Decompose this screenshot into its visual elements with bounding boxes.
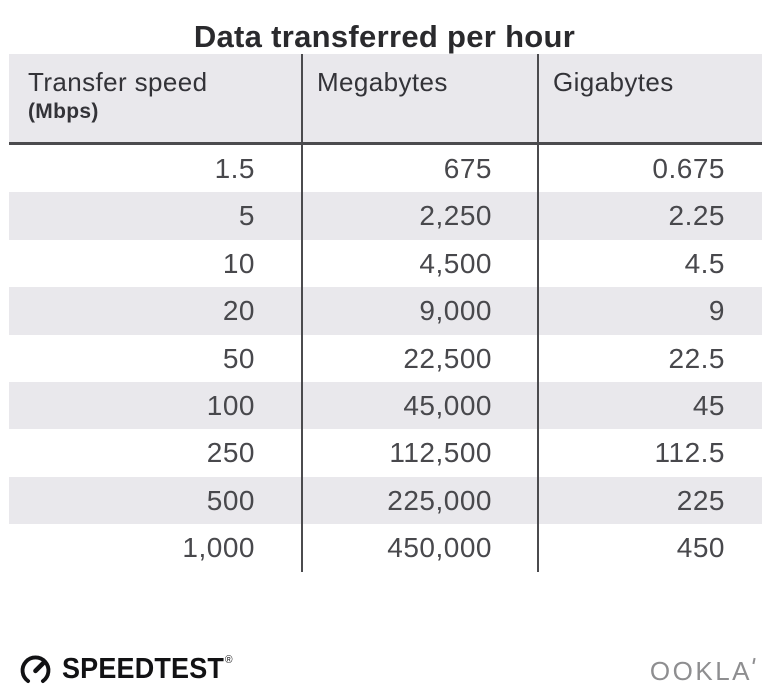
cell-mbps: 1,000: [182, 532, 255, 564]
cell-gigabytes: 225: [676, 484, 725, 516]
table-row: 100 45,000 45: [9, 381, 762, 430]
cell-mbps: 1.5: [214, 153, 255, 184]
cell-megabytes: 2,250: [419, 200, 492, 232]
cell-gigabytes: 112.5: [654, 437, 725, 469]
cell-megabytes: 450,000: [387, 532, 492, 564]
page-title: Data transferred per hour: [193, 19, 576, 54]
table-row: 500 225,000 225: [9, 476, 762, 525]
speedtest-gauge-icon: [20, 655, 51, 683]
table-row: 250 112,500 112.5: [9, 429, 762, 476]
cell-gigabytes: 22.5: [668, 342, 725, 374]
table-row: 1,000 450,000 450: [9, 524, 762, 571]
cell-megabytes: 45,000: [403, 389, 492, 421]
cell-mbps: 50: [222, 342, 255, 374]
cell-mbps: 100: [206, 389, 255, 421]
cell-gigabytes: 450: [676, 532, 725, 564]
table-row: 5 2,250 2.25: [9, 192, 762, 240]
cell-gigabytes: 9: [708, 295, 725, 327]
cell-gigabytes: 45: [692, 389, 725, 421]
cell-gigabytes: 4.5: [684, 247, 725, 279]
registered-trademark-symbol: ®: [224, 654, 233, 666]
cell-megabytes: 9,000: [419, 295, 492, 327]
table-row: 10 4,500 4.5: [9, 240, 762, 287]
data-table: Transfer speed (Mbps) Megabytes Gigabyte…: [9, 54, 762, 572]
table-row: 1.5 675 0.675: [9, 145, 762, 192]
column-header-label: Gigabytes: [553, 67, 674, 97]
cell-megabytes: 112,500: [389, 437, 492, 469]
table-row: 50 22,500 22.5: [9, 335, 762, 382]
speedtest-wordmark: SPEEDTEST®: [62, 653, 233, 686]
footer: SPEEDTEST® OOKLA: [0, 648, 769, 698]
column-header-gigabytes: Gigabytes: [538, 54, 762, 142]
cell-megabytes: 675: [443, 153, 492, 184]
cell-megabytes: 22,500: [403, 342, 492, 374]
table-header: Transfer speed (Mbps) Megabytes Gigabyte…: [9, 54, 762, 145]
speedtest-logo: SPEEDTEST®: [17, 651, 245, 688]
table-body: 1.5 675 0.675 5 2,250 2.25 10 4,500 4.5 …: [9, 145, 762, 572]
column-divider: [301, 54, 303, 572]
column-header-transfer-speed: Transfer speed (Mbps): [9, 54, 302, 142]
column-header-label: Transfer speed: [28, 67, 208, 97]
cell-gigabytes: 2.25: [668, 200, 725, 232]
column-divider: [537, 54, 539, 572]
cell-mbps: 5: [238, 200, 255, 232]
cell-megabytes: 4,500: [419, 247, 492, 279]
cell-gigabytes: 0.675: [652, 153, 725, 184]
column-header-megabytes: Megabytes: [302, 54, 538, 142]
speedtest-label: SPEEDTEST: [62, 653, 225, 685]
cell-mbps: 500: [206, 484, 255, 516]
column-header-label: Megabytes: [317, 67, 448, 97]
cell-megabytes: 225,000: [387, 484, 492, 516]
ookla-label: OOKLA: [649, 656, 752, 686]
ookla-logo: OOKLA: [649, 656, 756, 686]
cell-mbps: 20: [222, 295, 255, 327]
column-header-unit: (Mbps): [28, 100, 99, 123]
cell-mbps: 250: [206, 437, 255, 469]
cell-mbps: 10: [222, 247, 255, 279]
table-row: 20 9,000 9: [9, 287, 762, 335]
ookla-trademark-tick: [752, 657, 756, 665]
